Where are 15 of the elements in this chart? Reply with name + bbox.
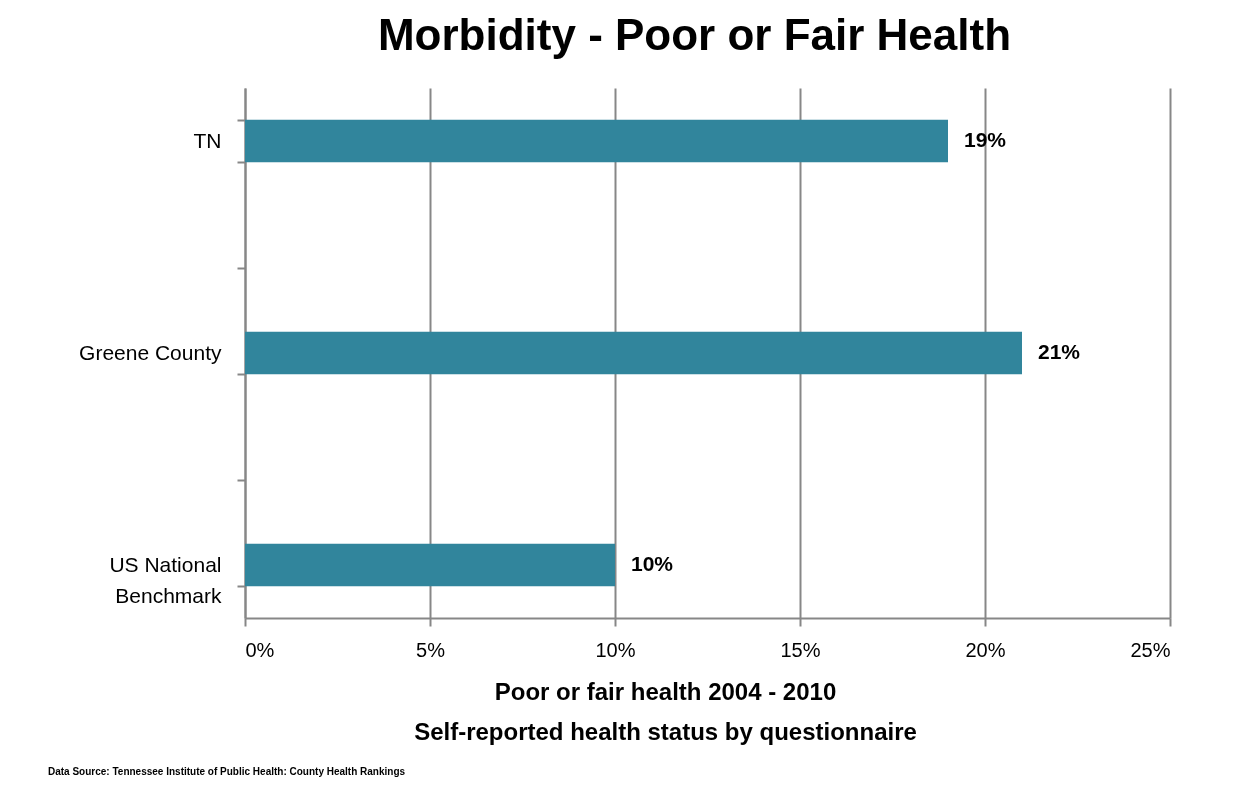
x-tick-label: 10% (595, 638, 636, 661)
chart-title: Morbidity - Poor or Fair Health (377, 10, 1012, 59)
source-note: Data Source: Tennessee Institute of Public Health: County Health Rankings (48, 766, 406, 777)
data-label: 10% (631, 552, 674, 575)
x-tick-label: 25% (1130, 638, 1171, 661)
x-tick-label: 0% (245, 638, 275, 661)
x-tick-label: 5% (416, 638, 446, 661)
data-label: 21% (1038, 340, 1081, 363)
y-tick-label: Greene County (79, 340, 222, 364)
y-tick-label: US National Benchmark (109, 552, 222, 607)
x-tick-label: 15% (780, 638, 821, 661)
data-label: 19% (964, 128, 1007, 151)
y-tick-label: TN (193, 128, 222, 152)
x-axis-title: Poor or fair health 2004 - 2010 Self-reported health status by questionnaire (414, 677, 917, 745)
x-tick-label: 20% (965, 638, 1006, 661)
